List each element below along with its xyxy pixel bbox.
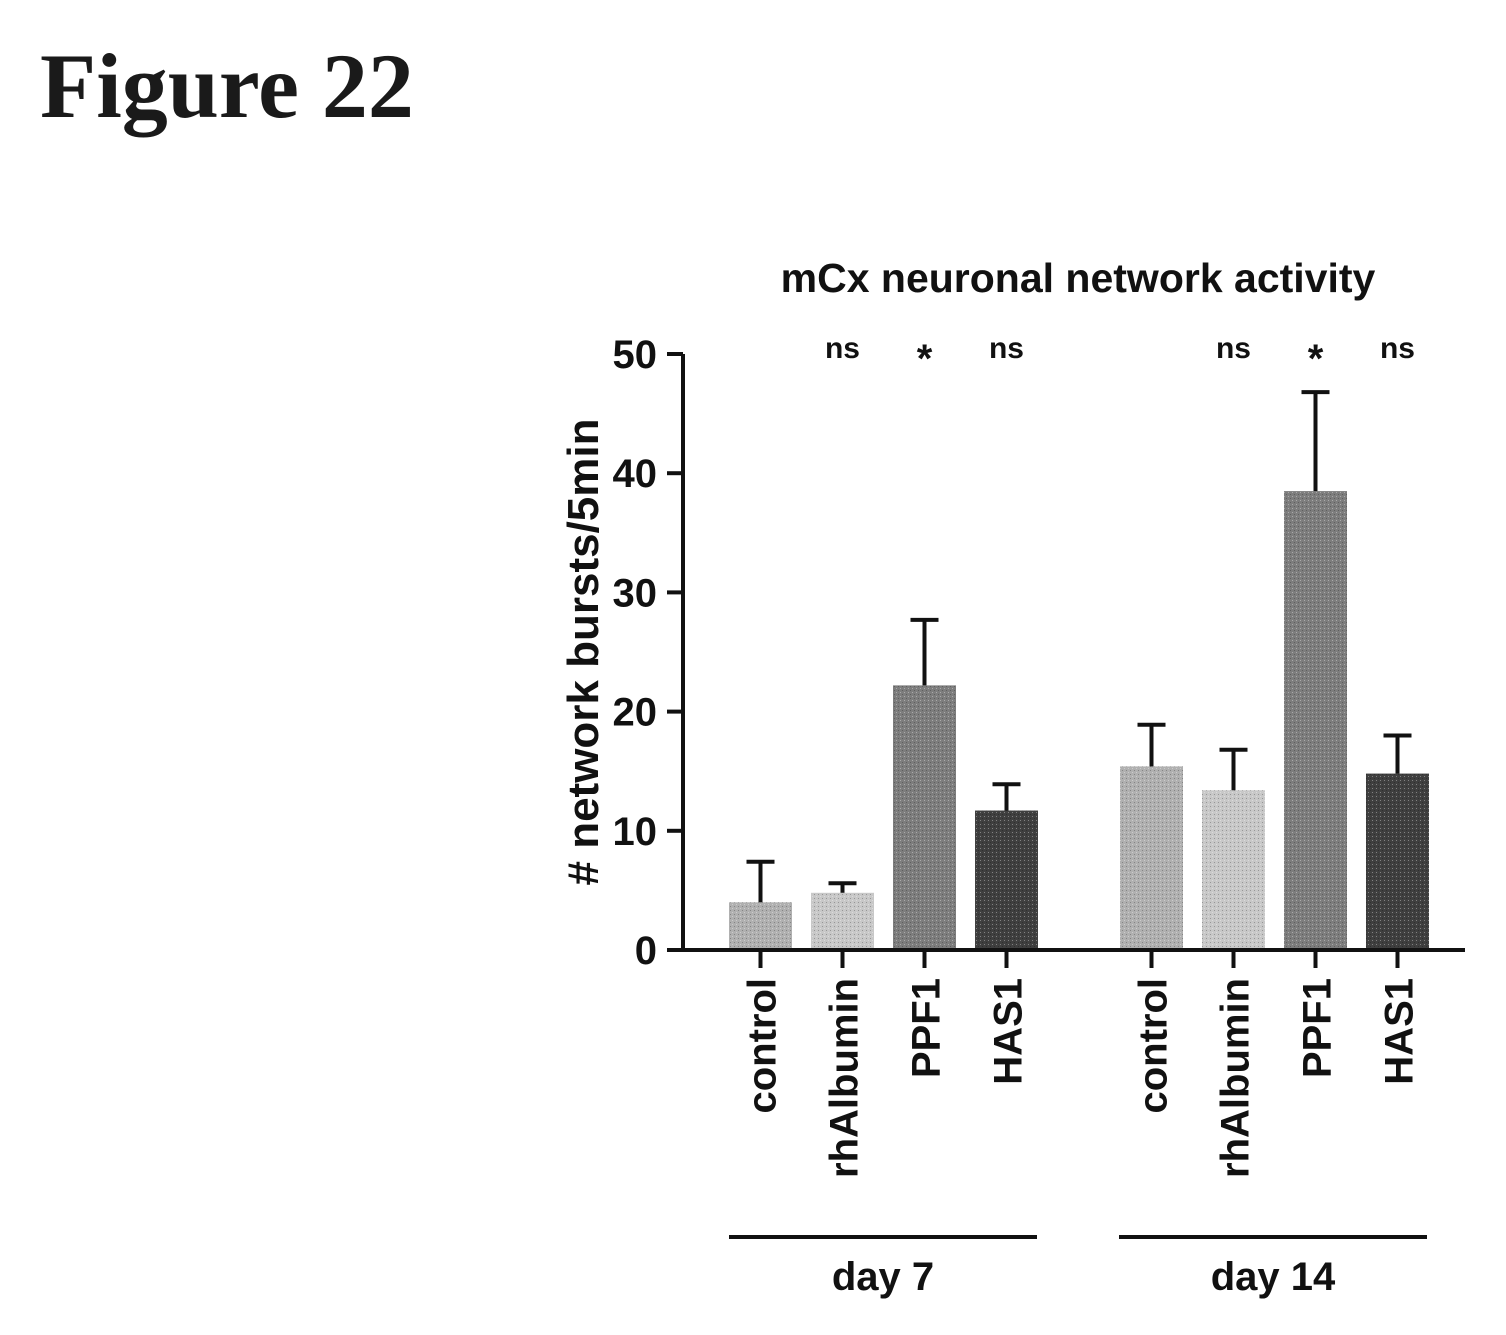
x-tick-label: HAS1 (987, 978, 1031, 1085)
y-tick-label: 50 (613, 333, 658, 377)
significance-label: ns (989, 332, 1024, 365)
x-tick-label: HAS1 (1378, 978, 1422, 1085)
y-axis: 0 10 20 30 40 50 (613, 333, 684, 973)
x-tick-label: PPF1 (905, 978, 949, 1078)
x-tick-label: PPF1 (1296, 978, 1340, 1078)
group-label: day 14 (1211, 1255, 1336, 1299)
significance-label: * (1308, 337, 1324, 381)
bar-texture (975, 811, 1038, 950)
significance-label: ns (825, 332, 860, 365)
bar-texture (1366, 774, 1429, 950)
x-tick-label: rhAlbumin (823, 978, 867, 1178)
y-tick-label: 0 (635, 929, 657, 973)
y-tick-label: 20 (613, 691, 658, 735)
bar-texture (729, 902, 792, 950)
group-label: day 7 (832, 1255, 934, 1299)
y-tick-label: 10 (613, 810, 658, 854)
significance-label: ns (1380, 332, 1415, 365)
bar-texture (1202, 790, 1265, 950)
y-tick-label: 40 (613, 452, 658, 496)
significance-label: ns (1216, 332, 1251, 365)
bar-texture (1284, 491, 1347, 950)
chart-title: mCx neuronal network activity (781, 255, 1376, 301)
y-axis-label: # network bursts/5min (559, 418, 608, 885)
bar-texture (811, 893, 874, 950)
x-axis: control rhAlbumin PPF1 HAS1 day 7 control rhAl… (683, 950, 1465, 1299)
y-tick-label: 30 (613, 571, 658, 615)
bar-texture (893, 685, 956, 950)
significance-label: * (917, 337, 933, 381)
bars: ns * ns ns * ns (729, 332, 1429, 950)
bar-texture (1120, 766, 1183, 950)
x-tick-label: rhAlbumin (1214, 978, 1258, 1178)
x-tick-label: control (1132, 978, 1176, 1114)
x-tick-label: control (741, 978, 785, 1114)
